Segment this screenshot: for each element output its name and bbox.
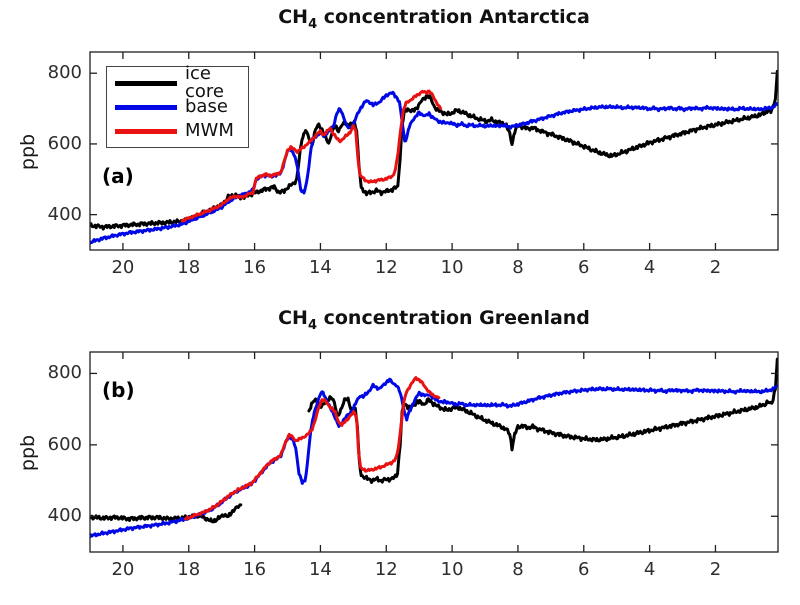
mwm-line-swatch [115, 128, 177, 134]
series-ice-core-line [90, 503, 243, 524]
x-tick-label: 16 [243, 257, 267, 278]
y-tick-label: 400 [47, 203, 82, 225]
y-tick-label: 800 [47, 362, 82, 384]
panel-label-b: (b) [102, 378, 135, 402]
chart-b-plot-area [89, 351, 779, 553]
x-tick-label: 18 [177, 257, 201, 278]
x-tick-label: 8 [512, 257, 524, 278]
legend-label-mwm: MWM [185, 120, 234, 141]
axes-box [89, 351, 779, 553]
series-ice-core-line [307, 357, 778, 484]
series-MWM-line [180, 89, 443, 223]
chart-b-title-sub: 4 [307, 318, 317, 333]
ice-core-line-swatch [115, 80, 177, 86]
x-tick-label: 4 [643, 559, 656, 580]
x-tick-label: 12 [374, 559, 398, 580]
chart-b-title-pre: CH [278, 307, 308, 329]
x-tick-label: 10 [440, 559, 464, 580]
legend-label-base: base [185, 96, 228, 117]
x-tick-label: 12 [374, 257, 398, 278]
panel-label-a: (a) [102, 164, 134, 188]
chart-a-title: CH4 concentration Antarctica [90, 6, 778, 32]
chart-a-title-pre: CH [278, 6, 309, 28]
y-tick-label: 400 [47, 505, 82, 527]
chart-a-plot-area [89, 51, 779, 251]
y-tick-label: 600 [47, 433, 82, 455]
x-tick-label: 16 [243, 559, 267, 580]
x-tick-label: 4 [643, 257, 656, 278]
axes-box [89, 51, 779, 251]
chart-a-title-sub: 4 [308, 17, 318, 32]
legend-item-base: base [107, 95, 248, 119]
x-tick-label: 14 [308, 257, 332, 278]
chart-b-title: CH4 concentration Greenland [90, 307, 778, 333]
series-base-line [90, 90, 778, 245]
x-tick-label: 18 [177, 559, 201, 580]
base-line-swatch [115, 104, 177, 110]
x-tick-label: 10 [440, 257, 464, 278]
legend-label-ice-core: ice core [185, 63, 224, 102]
x-tick-label: 20 [111, 257, 135, 278]
y-tick-label: 800 [47, 62, 82, 84]
x-tick-label: 14 [308, 559, 332, 580]
legend-box: ice core base MWM [106, 65, 249, 148]
legend-item-ice-core: ice core [107, 65, 248, 101]
series-MWM-line [184, 376, 441, 521]
chart-b-title-post: concentration Greenland [316, 307, 590, 329]
x-tick-label: 8 [512, 559, 524, 580]
y-tick-label: 600 [47, 132, 82, 154]
x-tick-label: 2 [709, 559, 722, 580]
x-tick-label: 6 [578, 559, 590, 580]
chart-a-title-post: concentration Antarctica [317, 6, 590, 28]
x-tick-label: 20 [111, 559, 135, 580]
legend-item-mwm: MWM [107, 119, 248, 143]
x-tick-label: 2 [709, 257, 722, 278]
x-tick-label: 6 [578, 257, 590, 278]
